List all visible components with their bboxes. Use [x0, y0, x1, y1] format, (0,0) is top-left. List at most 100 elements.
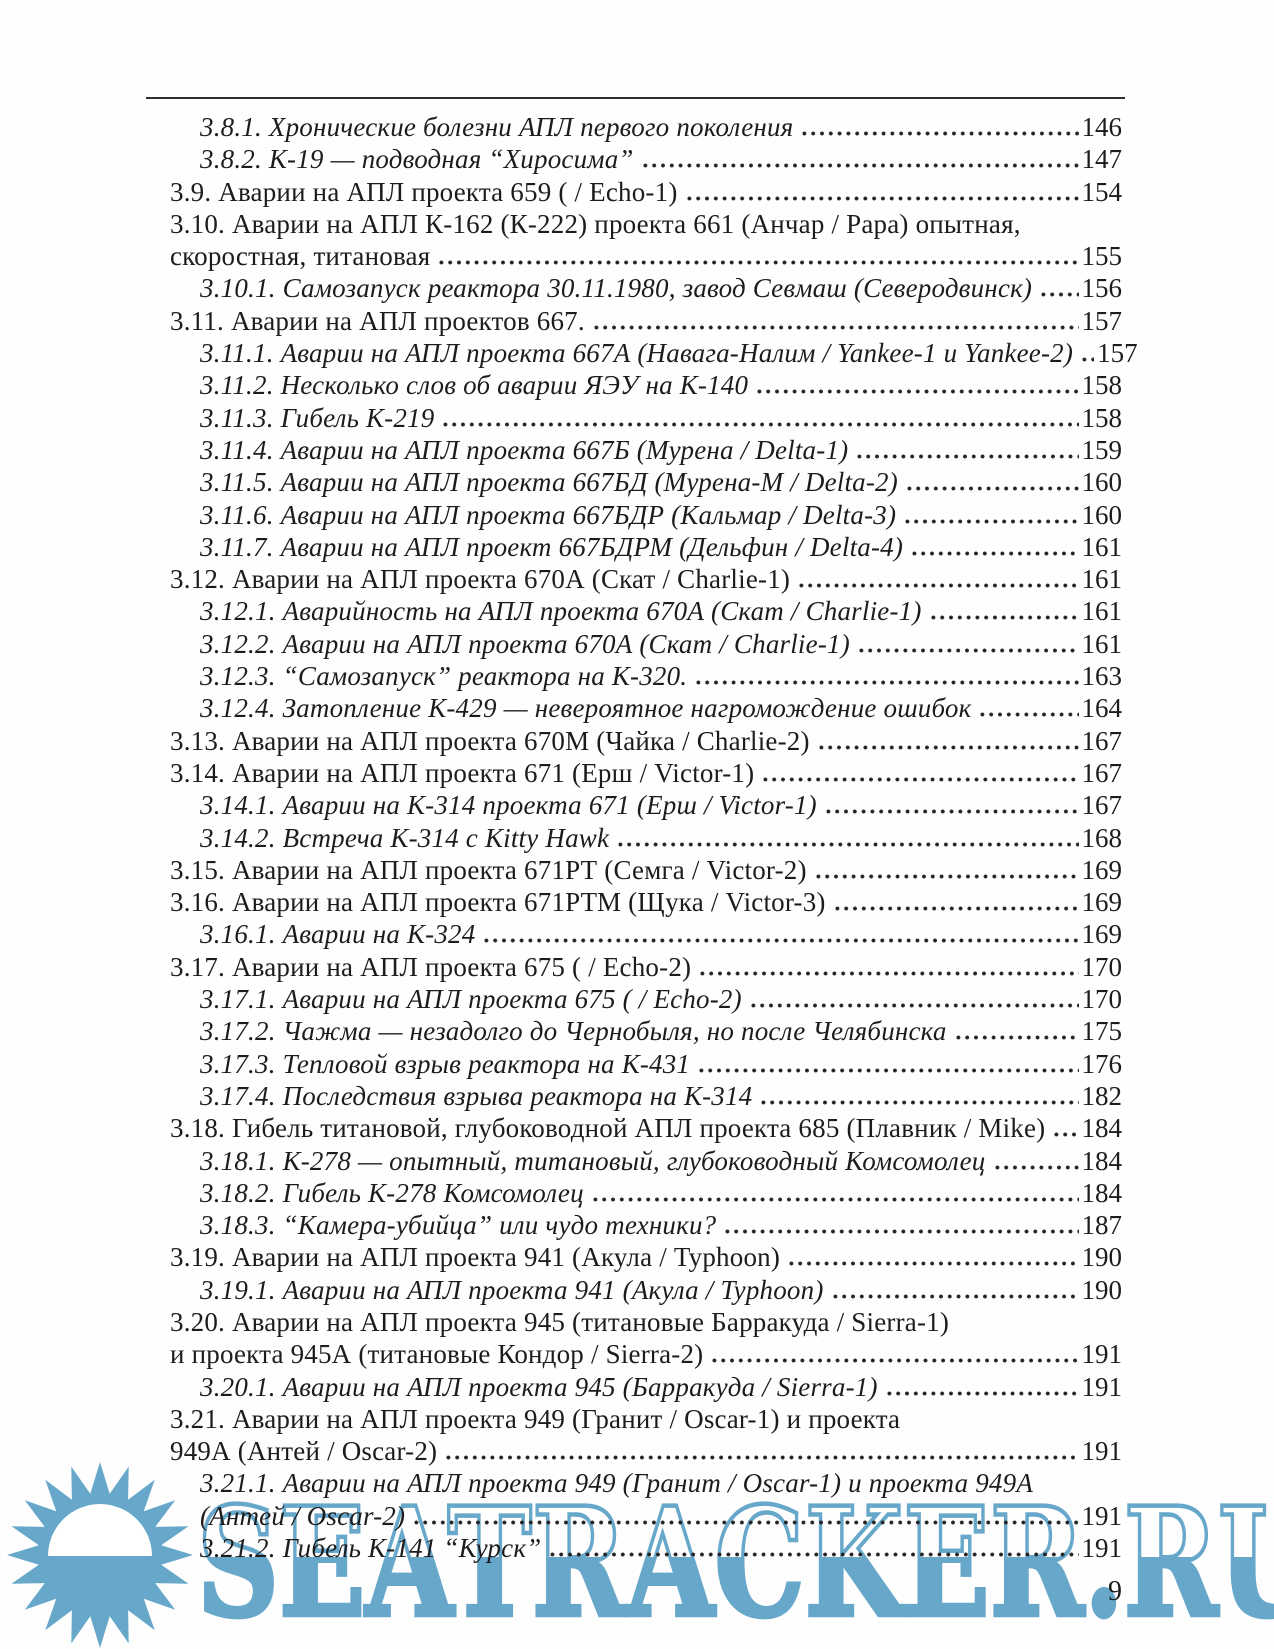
dot-leader — [856, 647, 1079, 653]
toc-entry-text: 3.14.1. Аварии на К-314 проекта 671 (Ерш… — [200, 790, 817, 821]
toc-entry-line: 3.12.3. “Самозапуск” реактора на К-320. 1… — [170, 660, 1122, 692]
dot-leader — [591, 324, 1079, 330]
toc-entry-line: 949А (Антей / Oscar-2) 191 — [170, 1435, 1122, 1467]
toc-entry-text: 3.12.1. Аварийность на АПЛ проекта 670А … — [200, 596, 922, 627]
toc-entry-line: 3.20. Аварии на АПЛ проекта 945 (титанов… — [170, 1306, 1122, 1338]
dot-leader — [884, 1390, 1079, 1396]
toc-entry-page: 191 — [1081, 1500, 1123, 1531]
toc-entry-line: (Антей / Oscar-2) 191 — [170, 1500, 1122, 1532]
toc-entry-text: 3.10. Аварии на АПЛ К-162 (К-222) проект… — [170, 208, 1021, 239]
toc-entry-page: 190 — [1081, 1242, 1123, 1273]
toc-entry-page: 187 — [1081, 1210, 1123, 1241]
dot-leader — [444, 1455, 1079, 1461]
toc-entry-text: 3.11.4. Аварии на АПЛ проекта 667Б (Муре… — [200, 434, 849, 465]
toc-entry-text: 3.17.3. Тепловой взрыв реактора на К-431 — [200, 1048, 691, 1079]
toc-entry-line: 3.17.3. Тепловой взрыв реактора на К-431… — [170, 1048, 1122, 1080]
toc-entry-line: 3.17. Аварии на АПЛ проекта 675 ( / Echo… — [170, 951, 1122, 983]
toc-entry-text: 3.16. Аварии на АПЛ проекта 671РТМ (Щука… — [170, 887, 826, 918]
dot-leader — [832, 906, 1079, 912]
toc-entry-line: 3.17.2. Чажма — незадолго до Чернобыля, … — [170, 1015, 1122, 1047]
dot-leader — [813, 873, 1079, 879]
toc-entry-text: скоростная, титановая — [170, 241, 431, 272]
toc-entry-line: 3.15. Аварии на АПЛ проекта 671РТ (Семга… — [170, 854, 1122, 886]
dot-leader — [548, 1552, 1079, 1558]
toc-entry-line: 3.20.1. Аварии на АПЛ проекта 945 (Барра… — [170, 1371, 1122, 1403]
toc-entry-line: 3.12.4. Затопление К-429 — невероятное н… — [170, 692, 1122, 724]
toc-entry-line: 3.11.4. Аварии на АПЛ проекта 667Б (Муре… — [170, 434, 1122, 466]
toc-entry-page: 184 — [1081, 1177, 1123, 1208]
sun-logo-icon — [7, 1462, 193, 1648]
toc-entry-page: 184 — [1081, 1113, 1123, 1144]
toc-entry-page: 158 — [1081, 402, 1123, 433]
toc-entry-line: 3.19. Аварии на АПЛ проекта 941 (Акула /… — [170, 1241, 1122, 1273]
dot-leader — [1052, 1132, 1079, 1138]
toc-entry-text: 3.11.3. Гибель К-219 — [200, 402, 435, 433]
dot-leader — [640, 163, 1079, 169]
dot-leader — [761, 776, 1079, 782]
toc-entry-line: скоростная, титановая 155 — [170, 240, 1122, 272]
dot-leader — [482, 938, 1079, 944]
dot-leader — [616, 841, 1079, 847]
toc-entry-line: 3.11.5. Аварии на АПЛ проекта 667БД (Мур… — [170, 466, 1122, 498]
toc-entry-page: 190 — [1081, 1274, 1123, 1305]
toc-entry-line: 3.18.2. Гибель К-278 Комсомолец 184 — [170, 1177, 1122, 1209]
toc-entry-line: 3.12.1. Аварийность на АПЛ проекта 670А … — [170, 595, 1122, 627]
toc-entry-text: 3.17.2. Чажма — незадолго до Чернобыля, … — [200, 1016, 947, 1047]
toc-entry-page: 182 — [1081, 1080, 1123, 1111]
toc-entry-page: 175 — [1081, 1016, 1123, 1047]
toc-entry-page: 161 — [1081, 596, 1123, 627]
toc-entry-line: 3.11.2. Несколько слов об аварии ЯЭУ на … — [170, 369, 1122, 401]
seatracker-watermark: SEATRACKER.RU — [7, 1462, 1274, 1649]
toc-entry-page: 154 — [1081, 176, 1123, 207]
dot-leader — [759, 1099, 1079, 1105]
toc-entry-page: 169 — [1081, 887, 1123, 918]
toc-entry-text: 3.15. Аварии на АПЛ проекта 671РТ (Семга… — [170, 854, 807, 885]
toc-entry-text: 3.12.2. Аварии на АПЛ проекта 670А (Скат… — [200, 628, 850, 659]
dot-leader — [590, 1196, 1079, 1202]
dot-leader — [684, 195, 1079, 201]
dot-leader — [904, 486, 1079, 492]
watermark-text: SEATRACKER.RU — [197, 1475, 1274, 1649]
toc-entry-line: 3.11.1. Аварии на АПЛ проекта 667А (Нава… — [170, 337, 1138, 369]
dot-leader — [830, 1293, 1079, 1299]
toc-entry-text: 3.11.6. Аварии на АПЛ проекта 667БДР (Ка… — [200, 499, 897, 530]
dot-leader — [800, 131, 1079, 136]
toc-entry-line: 3.9. Аварии на АПЛ проекта 659 ( / Echo-… — [170, 176, 1122, 208]
toc-entry-line: 3.11.6. Аварии на АПЛ проекта 667БДР (Ка… — [170, 499, 1122, 531]
toc-entry-line: 3.11.3. Гибель К-219 158 — [170, 402, 1122, 434]
toc-entry-page: 164 — [1081, 693, 1123, 724]
toc-entry-page: 161 — [1081, 531, 1123, 562]
toc-entry-page: 158 — [1081, 370, 1123, 401]
toc-entry-text: 3.18.3. “Камера-убийца” или чудо техники… — [200, 1210, 717, 1241]
toc-entry-page: 167 — [1081, 790, 1123, 821]
toc-entry-page: 167 — [1081, 757, 1123, 788]
toc-entry-page: 191 — [1081, 1436, 1123, 1467]
dot-leader — [1039, 292, 1079, 298]
toc-entry-page: 167 — [1081, 725, 1123, 756]
toc-entry-page: 184 — [1081, 1145, 1123, 1176]
toc-entry-page: 170 — [1081, 951, 1123, 982]
toc-entry-text: 3.18.1. К-278 — опытный, титановый, глуб… — [200, 1145, 986, 1176]
toc-entry-line: 3.10.1. Самозапуск реактора 30.11.1980, … — [170, 272, 1122, 304]
toc-entry-line: 3.14. Аварии на АПЛ проекта 671 (Ерш / V… — [170, 757, 1122, 789]
dot-leader — [710, 1358, 1079, 1364]
toc-entry-page: 169 — [1081, 854, 1123, 885]
toc-entry-line: 3.18.1. К-278 — опытный, титановый, глуб… — [170, 1145, 1122, 1177]
toc-entry-text: 3.18. Гибель титановой, глубоководной АП… — [170, 1113, 1046, 1144]
toc-entry-line: 3.8.1. Хронические болезни АПЛ первого п… — [170, 111, 1122, 143]
dot-leader — [412, 1519, 1079, 1525]
toc-entry-page: 160 — [1081, 499, 1123, 530]
dot-leader — [910, 550, 1079, 556]
toc-entry-text: 3.11.7. Аварии на АПЛ проект 667БДРМ (Де… — [200, 531, 904, 562]
toc-entry-line: 3.11. Аварии на АПЛ проектов 667. 157 — [170, 305, 1122, 337]
toc-entry-text: 3.21.1. Аварии на АПЛ проекта 949 (Грани… — [200, 1468, 1034, 1499]
toc-entry-text: и проекта 945А (титановые Кондор / Sierr… — [170, 1339, 704, 1370]
dot-leader — [755, 389, 1079, 395]
toc-entry-text: 3.20. Аварии на АПЛ проекта 945 (титанов… — [170, 1306, 950, 1337]
toc-entry-line: 3.14.2. Встреча К-314 с Kitty Hawk 168 — [170, 822, 1122, 854]
toc-entry-text: (Антей / Oscar-2) — [200, 1500, 406, 1531]
dot-leader — [992, 1164, 1079, 1170]
toc-entry-text: 3.12.4. Затопление К-429 — невероятное н… — [200, 693, 972, 724]
toc-entry-page: 168 — [1081, 822, 1123, 853]
